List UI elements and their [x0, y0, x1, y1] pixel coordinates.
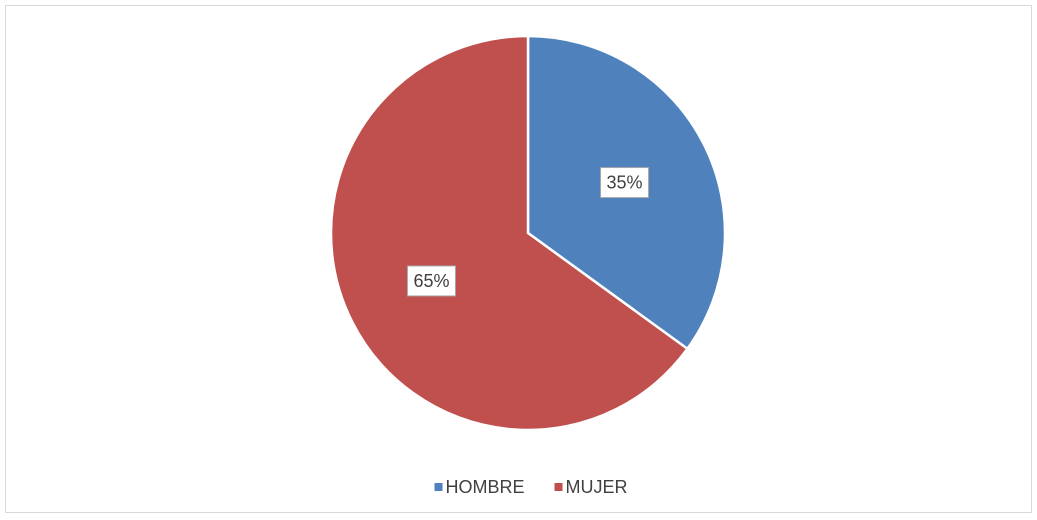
data-label-box — [600, 167, 650, 199]
legend-label: HOMBRE — [445, 477, 524, 497]
legend-swatch — [434, 483, 443, 491]
legend-label: MUJER — [566, 477, 628, 497]
pie-slice — [329, 34, 690, 432]
legend-swatch — [554, 483, 563, 491]
data-label: 35% — [607, 173, 643, 193]
data-label-box — [406, 265, 456, 297]
data-label: 65% — [413, 271, 449, 291]
